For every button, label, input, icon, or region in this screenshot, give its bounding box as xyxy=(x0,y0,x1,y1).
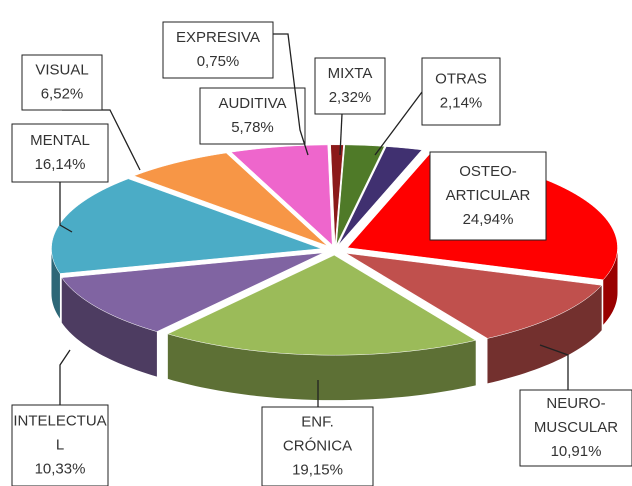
label-box xyxy=(11,404,109,486)
slice xyxy=(330,144,344,245)
category-label: ENF. xyxy=(301,413,334,430)
slice xyxy=(133,152,328,246)
value-label: 10,33% xyxy=(35,460,86,477)
category-label: NEURO- xyxy=(546,395,605,412)
label-box xyxy=(421,57,501,126)
value-label: 10,91% xyxy=(551,443,602,460)
slice xyxy=(230,144,333,246)
value-label: 0,75% xyxy=(197,53,240,70)
slice xyxy=(61,252,324,332)
slice-side xyxy=(51,248,60,319)
category-label: L xyxy=(56,436,64,453)
category-label: MIXTA xyxy=(328,65,373,82)
category-label: AUDITIVA xyxy=(218,95,286,112)
leader-line xyxy=(59,182,73,233)
leader-line xyxy=(374,91,423,156)
slice xyxy=(338,146,423,246)
category-label: MUSCULAR xyxy=(534,419,618,436)
value-label: 5,78% xyxy=(231,119,274,136)
category-label: VISUAL xyxy=(35,61,88,78)
leader-line xyxy=(59,349,71,405)
leader-line xyxy=(339,113,343,156)
label-box xyxy=(21,54,103,111)
slice xyxy=(345,252,603,339)
value-label: 16,14% xyxy=(35,156,86,173)
slice-sides xyxy=(51,247,618,401)
slice-side xyxy=(487,285,602,384)
value-label: 6,52% xyxy=(41,85,84,102)
leader-line xyxy=(539,344,569,390)
label-box xyxy=(314,57,386,115)
category-label: OTRAS xyxy=(435,70,487,87)
category-label: OSTEO- xyxy=(459,163,517,180)
slice-side xyxy=(603,247,618,325)
category-label: INTELECTUA xyxy=(13,412,106,429)
category-label: MENTAL xyxy=(30,132,90,149)
slice-side xyxy=(61,277,157,377)
label-box xyxy=(429,151,547,241)
category-label: EXPRESIVA xyxy=(176,29,260,46)
slice xyxy=(167,254,477,356)
labels: OSTEO- ARTICULAR 24,94% NEURO- MUSCULAR 10,91… xyxy=(11,21,632,486)
category-label: CRÓNICA xyxy=(283,437,352,454)
label-box xyxy=(162,21,274,79)
category-label: ARTICULAR xyxy=(446,187,531,204)
label-box xyxy=(261,406,374,486)
value-label: 19,15% xyxy=(292,461,343,478)
label-box xyxy=(199,87,306,145)
slice xyxy=(51,178,322,274)
value-label: 24,94% xyxy=(463,211,514,228)
slice-side xyxy=(167,333,476,401)
label-box xyxy=(11,123,109,183)
value-label: 2,32% xyxy=(329,89,372,106)
value-label: 2,14% xyxy=(440,94,483,111)
leader-line xyxy=(273,33,309,156)
label-box xyxy=(519,389,632,467)
